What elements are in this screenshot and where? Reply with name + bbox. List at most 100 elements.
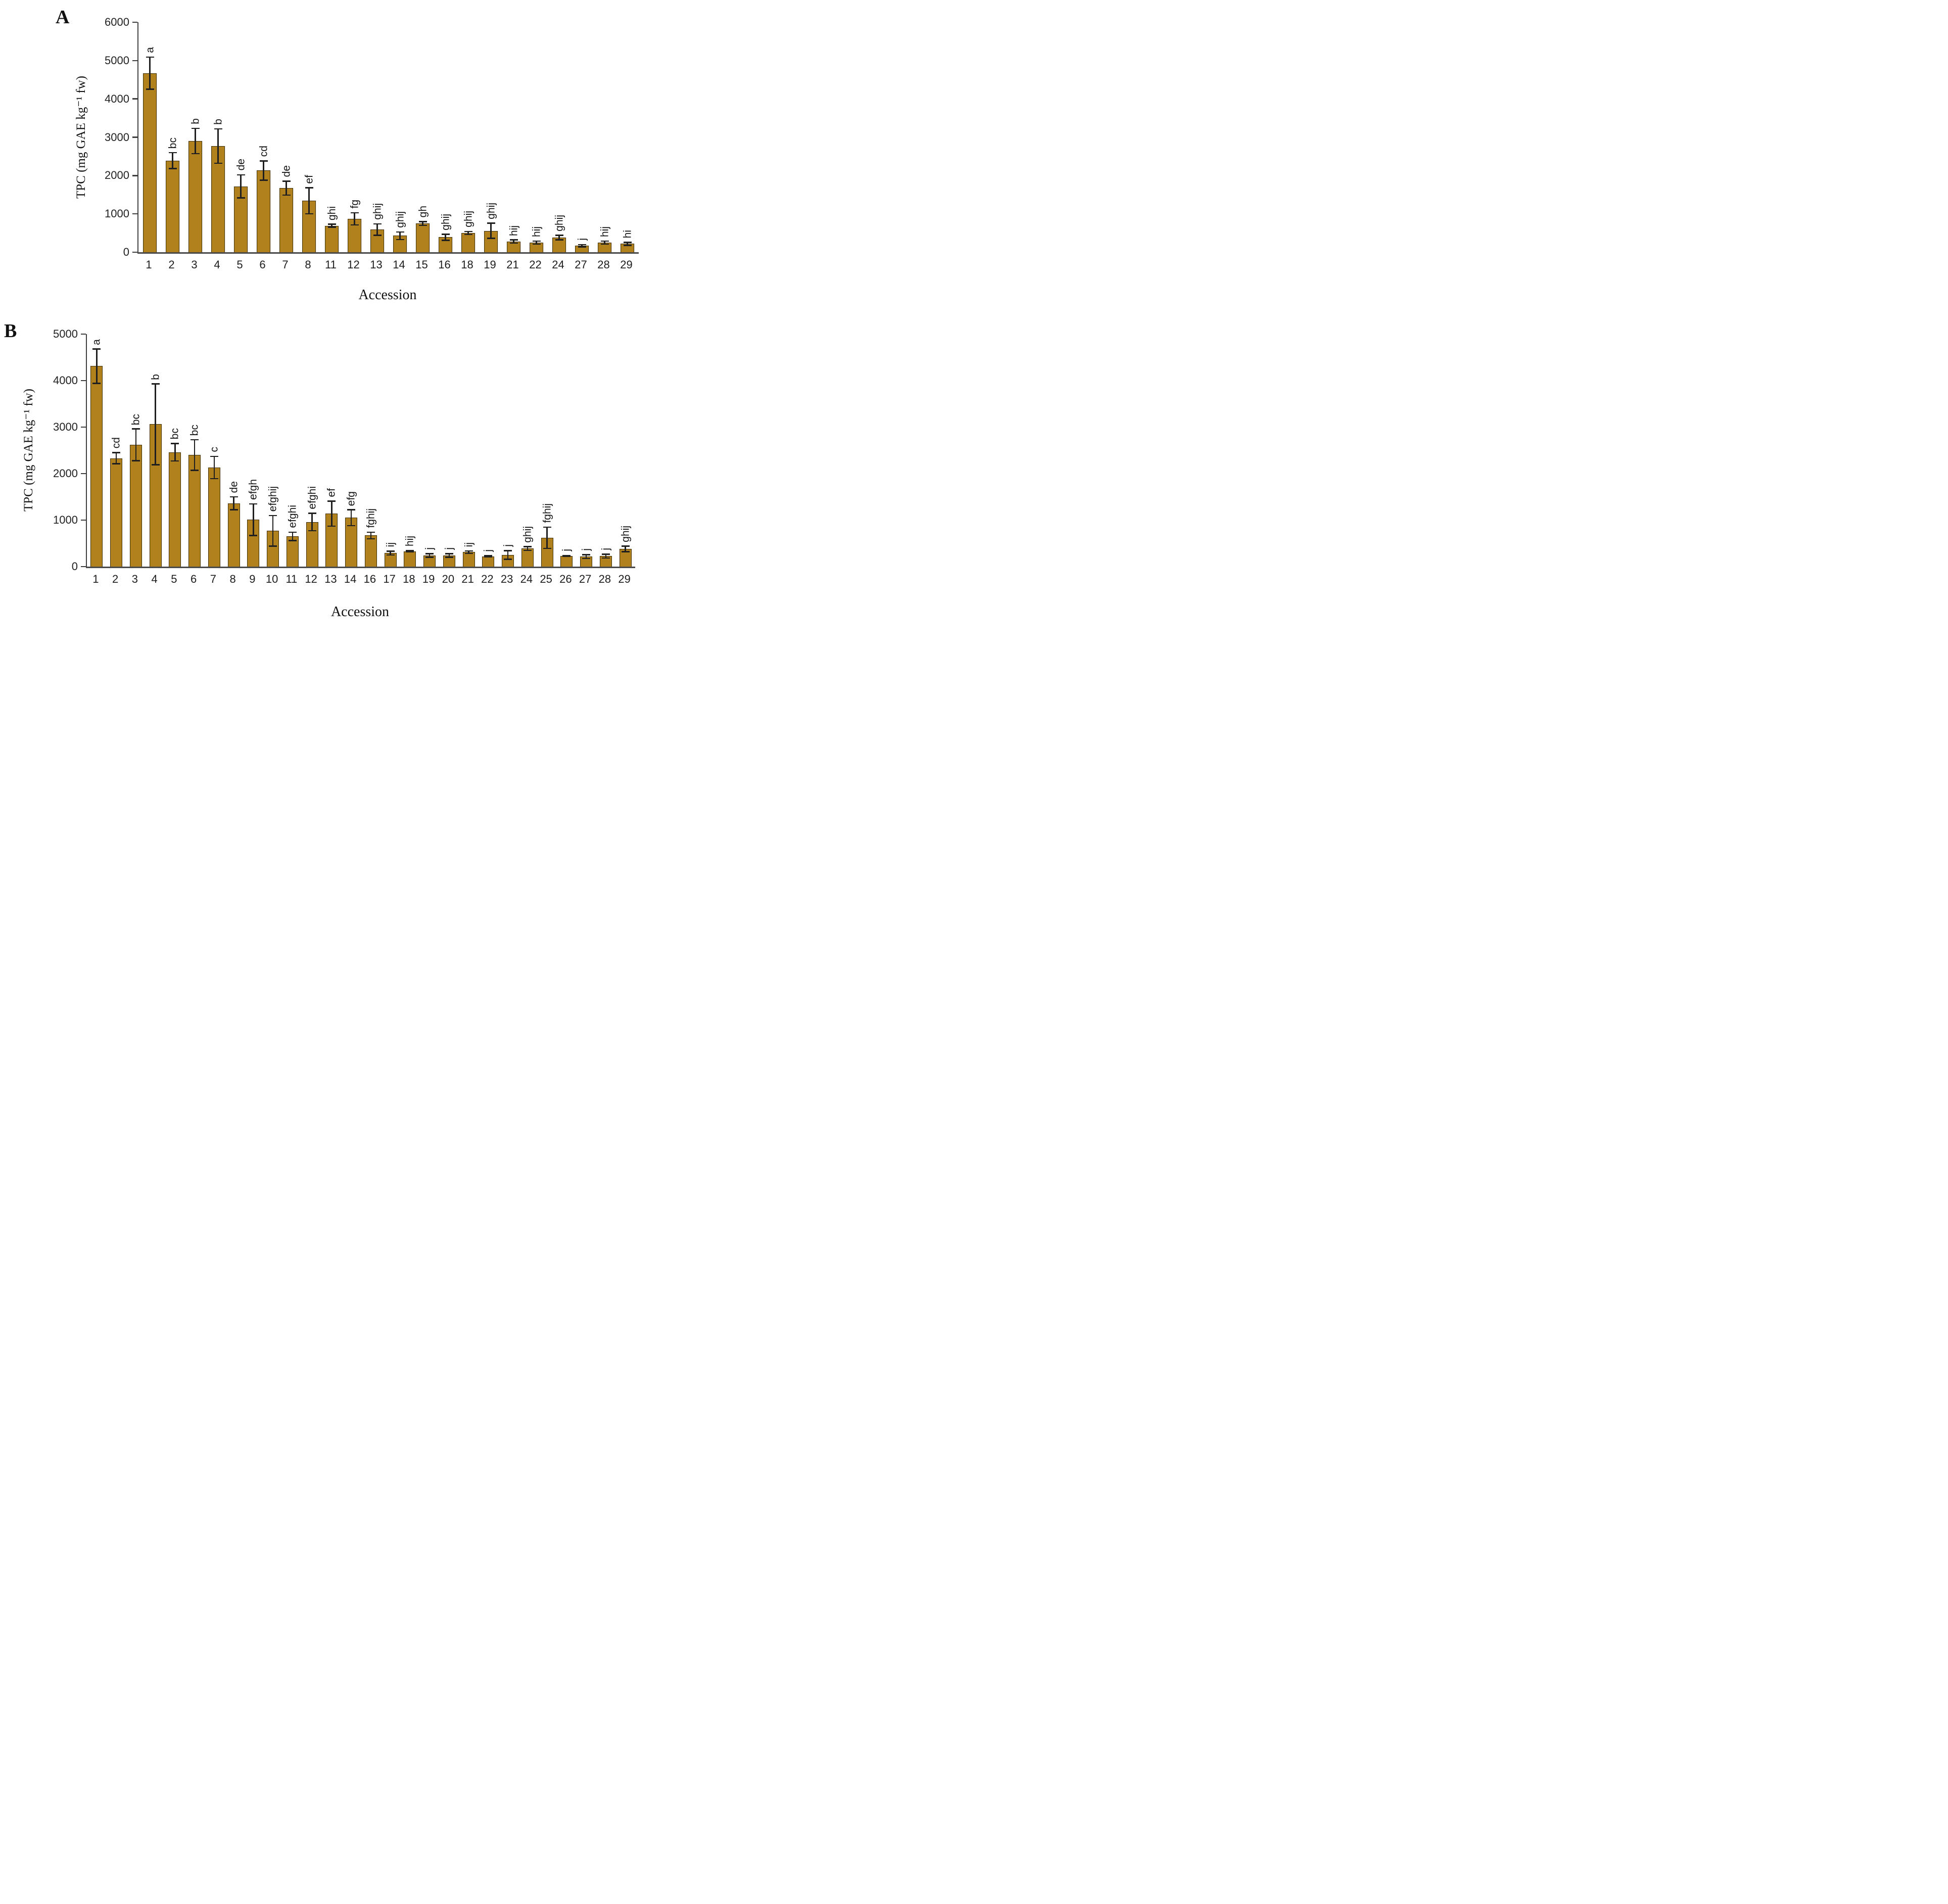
bar-slot: efghij [263,334,283,567]
y-tick-label: 3000 [105,130,129,144]
error-bar [445,234,446,241]
error-bar [585,554,587,559]
bar-slot: cd [252,22,275,252]
error-bar-bottom-cap [151,464,160,466]
error-bar [115,452,117,464]
error-bar-top-cap [327,223,336,225]
x-tick-label: 6 [191,573,197,585]
error-bar-bottom-cap [523,549,532,551]
y-tick-mark [80,380,86,382]
x-tick-label: 13 [324,573,337,585]
error-bar [240,174,242,198]
error-bar-top-cap [229,496,238,498]
significance-letter: ghij [620,525,632,542]
significance-letter: j [443,547,455,550]
significance-letter: bc [188,424,201,436]
bar-slot: ij [459,334,479,567]
error-bar [213,456,215,479]
significance-letter: ij [385,542,397,547]
significance-letter: hij [599,226,610,238]
error-bar [194,439,196,471]
error-bar-top-cap [191,439,199,441]
significance-letter: gh [417,205,429,218]
error-bar [331,224,332,227]
x-tick-labels-a: 1 2 3 4 5 6 7 8 11 12 13 14 15 16 18 19 21 22 24 27 28 29 [137,258,638,273]
bar-slot: efgh [244,334,263,567]
significance-letter: bc [130,413,142,425]
error-bar-bottom-cap [582,558,591,560]
bar [188,455,201,567]
y-tick-mark [132,60,137,62]
error-bar-bottom-cap [487,238,495,239]
bar [482,556,495,567]
error-bar-bottom-cap [464,234,472,236]
significance-letter: hi [622,229,633,239]
bar-slot: hij [502,22,525,252]
error-bar-top-cap [168,152,177,154]
error-bar-top-cap [487,222,495,224]
bar [462,552,475,567]
y-tick-mark [80,566,86,568]
x-tick-label: 22 [481,573,494,585]
significance-letter: b [189,118,201,125]
y-tick-mark [80,519,86,521]
error-bar-bottom-cap [406,551,414,553]
significance-letter: ghij [371,203,383,220]
bar-slot: b [184,22,207,252]
error-bar-top-cap [555,235,563,236]
error-bar-top-cap [484,555,493,556]
error-bar-top-cap [623,242,632,243]
bar [560,555,573,567]
bar-slot: fghij [537,334,557,567]
error-bar-bottom-cap [396,239,404,241]
error-bar-bottom-cap [229,509,238,511]
x-tick-label: 17 [383,573,396,585]
error-bar-top-cap [249,503,258,505]
error-bar-top-cap [366,531,375,533]
x-tick-label: 12 [305,573,317,585]
error-bar-bottom-cap [236,197,245,199]
error-bar-bottom-cap [269,545,277,547]
x-tick-label: 8 [305,258,311,271]
error-bar [263,161,264,180]
error-bar-top-cap [191,127,200,129]
x-tick-label: 9 [249,573,256,585]
significance-letter: j [600,547,612,550]
error-bar [605,554,607,558]
error-bar-top-cap [282,180,291,182]
error-bar [217,128,219,164]
error-bar-bottom-cap [214,162,222,164]
significance-letter: j [482,549,494,552]
bar-slot: bc [185,334,205,567]
significance-letter: de [280,165,292,177]
error-bar [331,501,332,526]
error-bar-top-cap [350,212,359,214]
error-bar-top-cap [146,56,154,58]
bar-slot: j [498,334,518,567]
significance-letter: ghij [462,211,474,228]
x-tick-label: 11 [325,258,337,271]
error-bar-bottom-cap [555,239,563,241]
significance-letter: fg [349,200,360,209]
error-bar-top-cap [151,383,160,385]
x-tick-label: 18 [461,258,473,271]
significance-letter: j [580,548,592,551]
bar-slot: j [479,334,498,567]
error-bar [308,188,310,214]
significance-letter: j [576,238,588,241]
error-bar-bottom-cap [350,224,359,226]
error-bar [546,527,548,549]
error-bar [195,128,196,154]
significance-letter: hij [508,225,519,236]
error-bar-bottom-cap [532,243,541,245]
bar [90,366,103,567]
significance-letter: b [150,374,162,380]
y-tick-label: 2000 [105,169,129,182]
panel-a-letter: A [56,7,70,28]
bar-slot: bc [165,334,185,567]
x-tick-label: 28 [598,573,611,585]
x-tick-label: 14 [344,573,357,585]
error-bar-top-cap [532,240,541,242]
error-bar-top-cap [509,239,518,241]
x-tick-label: 18 [403,573,415,585]
